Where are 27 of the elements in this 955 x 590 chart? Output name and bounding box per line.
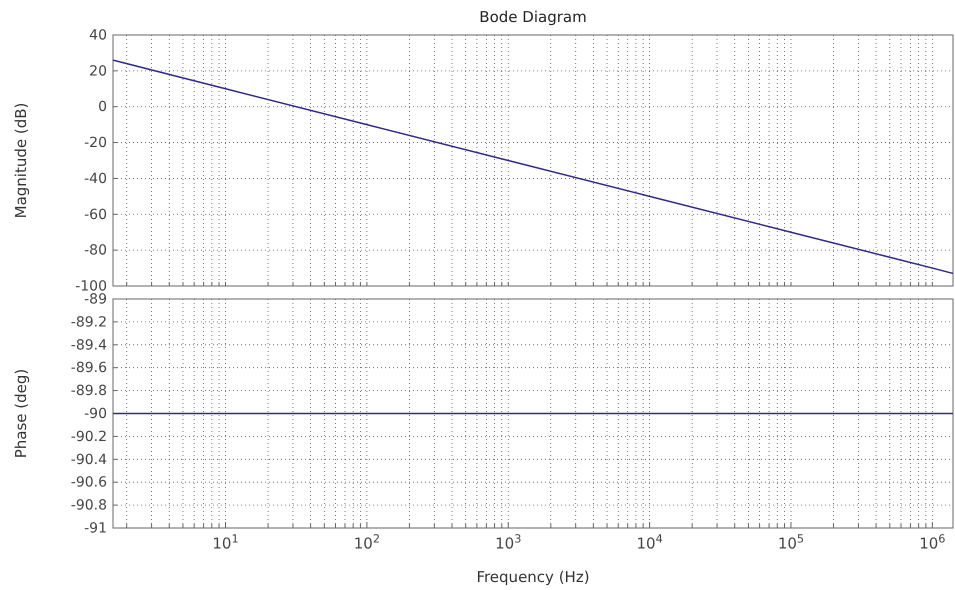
y-tick-label: 0 (98, 99, 107, 116)
y-tick-label: -90.6 (70, 474, 108, 491)
x-tick-label: 10$^{6}$ (919, 532, 946, 553)
y-tick-label: -90.4 (70, 452, 108, 468)
y-tick-label: -60 (84, 206, 107, 223)
y-tick-label: -89.2 (70, 314, 107, 330)
y-tick-label: 40 (89, 27, 107, 44)
y-tick-label: -89.4 (70, 337, 108, 354)
x-tick-label: 10$^{5}$ (778, 532, 804, 553)
x-tick-label: 10$^{4}$ (636, 532, 663, 553)
x-tick-label: 10$^{1}$ (212, 532, 239, 553)
y-axis-title: Magnitude (dB) (12, 102, 30, 218)
y-tick-label: -89.6 (70, 360, 108, 376)
x-tick-label: 10$^{2}$ (354, 532, 380, 553)
y-tick-label: -90 (84, 406, 107, 422)
chart-title: Bode Diagram (479, 8, 587, 26)
y-axis-title: Phase (deg) (12, 368, 30, 458)
y-tick-label: -90.8 (70, 498, 107, 514)
y-tick-label: -90.2 (70, 428, 107, 445)
y-tick-label: -40 (84, 170, 107, 187)
y-tick-label: -80 (84, 242, 107, 259)
x-axis-title: Frequency (Hz) (476, 568, 590, 586)
y-tick-label: 20 (89, 63, 107, 80)
x-tick-label: 10$^{3}$ (495, 532, 522, 553)
y-tick-label: -89.8 (70, 383, 107, 400)
y-tick-label: -91 (84, 520, 107, 536)
y-tick-label: -20 (84, 135, 107, 152)
